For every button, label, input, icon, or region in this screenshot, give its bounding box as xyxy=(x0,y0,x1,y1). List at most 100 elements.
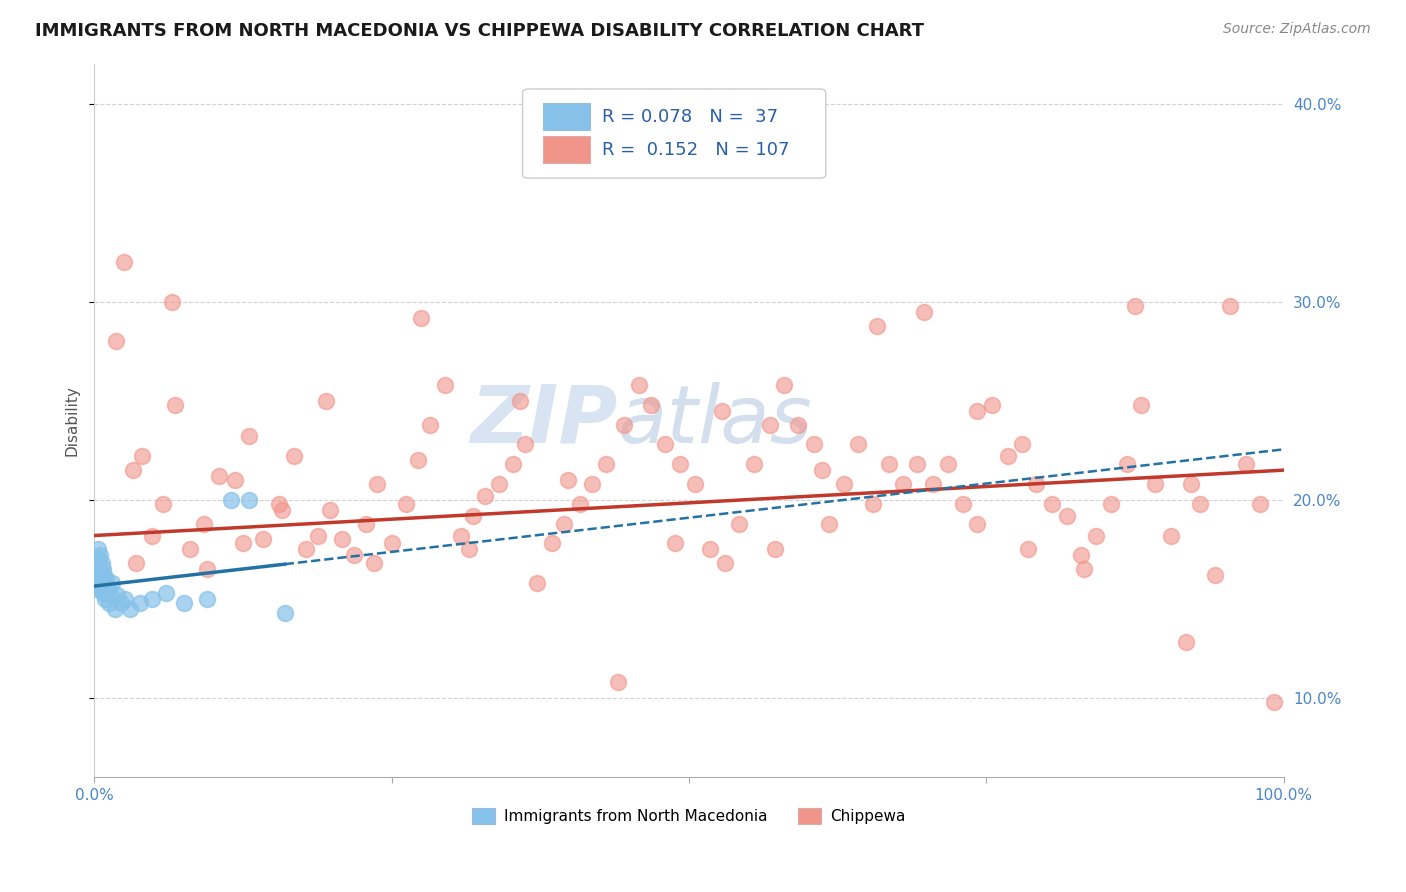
Point xyxy=(179,542,201,557)
Point xyxy=(131,450,153,464)
Point xyxy=(1040,497,1063,511)
Point xyxy=(232,536,254,550)
Point xyxy=(120,602,142,616)
Point xyxy=(862,497,884,511)
Point xyxy=(419,417,441,432)
Point xyxy=(759,417,782,432)
Point xyxy=(125,556,148,570)
Point xyxy=(713,556,735,570)
Point xyxy=(541,536,564,550)
Point xyxy=(91,576,114,591)
Text: R = 0.078   N =  37: R = 0.078 N = 37 xyxy=(602,108,779,126)
Point xyxy=(110,596,132,610)
Point xyxy=(846,437,869,451)
Point xyxy=(319,502,342,516)
Point xyxy=(474,489,496,503)
Point xyxy=(606,675,628,690)
Point xyxy=(1249,497,1271,511)
Point xyxy=(89,562,111,576)
Point xyxy=(104,602,127,616)
Point xyxy=(121,463,143,477)
Point xyxy=(395,497,418,511)
Point xyxy=(803,437,825,451)
Point xyxy=(96,586,118,600)
Point xyxy=(274,606,297,620)
Point xyxy=(101,576,124,591)
Point xyxy=(502,457,524,471)
Point xyxy=(1263,695,1285,709)
Point xyxy=(568,497,591,511)
Point xyxy=(557,473,579,487)
Point xyxy=(114,591,136,606)
Point xyxy=(128,596,150,610)
Point xyxy=(89,576,111,591)
Point xyxy=(744,457,766,471)
Point xyxy=(914,304,936,318)
Point xyxy=(96,572,118,586)
Point xyxy=(553,516,575,531)
Point xyxy=(699,542,721,557)
Point xyxy=(343,549,366,563)
Point xyxy=(581,477,603,491)
Point xyxy=(668,457,690,471)
Point xyxy=(98,586,121,600)
Point xyxy=(1025,477,1047,491)
Point xyxy=(363,556,385,570)
Point xyxy=(141,591,163,606)
Point xyxy=(1099,497,1122,511)
Point xyxy=(458,542,481,557)
Point xyxy=(295,542,318,557)
Point xyxy=(330,533,353,547)
Point xyxy=(952,497,974,511)
Point xyxy=(271,502,294,516)
Legend: Immigrants from North Macedonia, Chippewa: Immigrants from North Macedonia, Chippew… xyxy=(467,802,912,830)
Point xyxy=(1115,457,1137,471)
Point xyxy=(141,528,163,542)
Point xyxy=(1073,562,1095,576)
Point xyxy=(628,378,651,392)
Point xyxy=(488,477,510,491)
Point xyxy=(450,528,472,542)
Point xyxy=(366,477,388,491)
Point xyxy=(86,582,108,596)
Point xyxy=(219,492,242,507)
Point xyxy=(197,562,219,576)
Point xyxy=(1144,477,1167,491)
Point xyxy=(91,562,114,576)
Point xyxy=(354,516,377,531)
Point xyxy=(208,469,231,483)
Text: IMMIGRANTS FROM NORTH MACEDONIA VS CHIPPEWA DISABILITY CORRELATION CHART: IMMIGRANTS FROM NORTH MACEDONIA VS CHIPP… xyxy=(35,22,924,40)
Point xyxy=(966,516,988,531)
Point xyxy=(105,588,128,602)
Point xyxy=(877,457,900,471)
Point xyxy=(595,457,617,471)
Point xyxy=(891,477,914,491)
Point xyxy=(1204,568,1226,582)
Point xyxy=(93,568,115,582)
Point xyxy=(97,582,120,596)
Point xyxy=(640,398,662,412)
Point xyxy=(526,576,548,591)
Point xyxy=(89,568,111,582)
Point xyxy=(152,497,174,511)
Point xyxy=(936,457,959,471)
Text: ZIP: ZIP xyxy=(471,382,617,459)
Point xyxy=(683,477,706,491)
Point xyxy=(197,591,219,606)
Point xyxy=(238,429,260,443)
Point xyxy=(997,450,1019,464)
Point xyxy=(315,393,337,408)
Point xyxy=(267,497,290,511)
Point xyxy=(1160,528,1182,542)
Point xyxy=(165,398,187,412)
Point xyxy=(89,552,111,566)
Point xyxy=(1234,457,1257,471)
Point xyxy=(1070,549,1092,563)
Point xyxy=(90,582,112,596)
Point xyxy=(613,417,636,432)
Point xyxy=(90,572,112,586)
Point xyxy=(818,516,841,531)
Point xyxy=(1084,528,1107,542)
Point xyxy=(90,556,112,570)
Point xyxy=(406,453,429,467)
